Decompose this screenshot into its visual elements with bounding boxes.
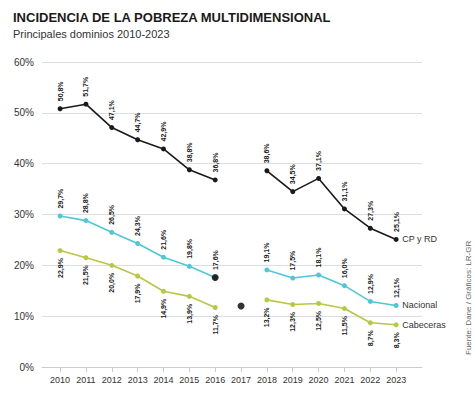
svg-text:26,5%: 26,5% [108, 204, 116, 225]
svg-text:31,1%: 31,1% [341, 181, 349, 202]
svg-text:2018: 2018 [257, 375, 277, 385]
svg-text:21,6%: 21,6% [160, 229, 168, 250]
svg-text:13,2%: 13,2% [263, 307, 271, 328]
svg-text:Nacional: Nacional [402, 300, 437, 310]
svg-text:12,1%: 12,1% [393, 277, 401, 298]
svg-text:20,0%: 20,0% [108, 272, 116, 293]
svg-text:36,8%: 36,8% [212, 152, 220, 173]
svg-text:2014: 2014 [153, 375, 173, 385]
svg-text:2017: 2017 [231, 375, 251, 385]
svg-text:2010: 2010 [50, 375, 70, 385]
svg-text:17,9%: 17,9% [134, 283, 142, 304]
svg-text:8,3%: 8,3% [393, 332, 401, 349]
svg-text:Fuente: Dane / Gráficos: LR-GR: Fuente: Dane / Gráficos: LR-GR [464, 241, 473, 355]
svg-text:27,3%: 27,3% [367, 200, 375, 221]
svg-text:12,9%: 12,9% [367, 273, 375, 294]
svg-text:14,9%: 14,9% [160, 298, 168, 319]
svg-text:50%: 50% [14, 107, 34, 118]
svg-text:2019: 2019 [283, 375, 303, 385]
svg-text:38,6%: 38,6% [263, 143, 271, 164]
svg-text:37,1%: 37,1% [315, 150, 323, 171]
svg-text:47,1%: 47,1% [108, 99, 116, 120]
svg-text:8,7%: 8,7% [367, 330, 375, 347]
svg-text:38,8%: 38,8% [186, 142, 194, 163]
svg-text:CP y RD: CP y RD [402, 234, 437, 244]
svg-text:2015: 2015 [179, 375, 199, 385]
svg-text:24,3%: 24,3% [134, 215, 142, 236]
svg-text:20%: 20% [14, 260, 34, 271]
svg-text:21,5%: 21,5% [82, 264, 90, 285]
svg-text:13,9%: 13,9% [186, 303, 194, 324]
svg-text:44,7%: 44,7% [134, 112, 142, 133]
svg-text:25,1%: 25,1% [393, 211, 401, 232]
svg-text:50,8%: 50,8% [57, 81, 65, 102]
svg-text:51,7%: 51,7% [82, 76, 90, 97]
svg-text:2011: 2011 [76, 375, 95, 385]
svg-text:12,5%: 12,5% [315, 310, 323, 331]
svg-text:2023: 2023 [386, 375, 406, 385]
svg-text:Principales dominios 2010-2023: Principales dominios 2010-2023 [13, 28, 170, 40]
svg-text:30%: 30% [14, 209, 34, 220]
svg-text:2020: 2020 [309, 375, 329, 385]
svg-text:11,7%: 11,7% [212, 314, 220, 334]
svg-text:28,8%: 28,8% [82, 192, 90, 213]
svg-text:40%: 40% [14, 158, 34, 169]
svg-text:INCIDENCIA DE LA POBREZA MULTI: INCIDENCIA DE LA POBREZA MULTIDIMENSIONA… [13, 10, 331, 25]
svg-text:19,1%: 19,1% [263, 242, 271, 263]
svg-text:Cabeceras: Cabeceras [402, 320, 446, 330]
svg-text:12,3%: 12,3% [289, 311, 297, 332]
svg-text:16,0%: 16,0% [341, 258, 349, 279]
svg-text:2022: 2022 [360, 375, 380, 385]
svg-text:60%: 60% [14, 57, 34, 68]
svg-text:10%: 10% [14, 311, 34, 322]
svg-text:2016: 2016 [205, 375, 225, 385]
svg-text:18,1%: 18,1% [315, 247, 323, 268]
svg-text:42,9%: 42,9% [160, 121, 168, 142]
svg-text:29,7%: 29,7% [57, 188, 65, 209]
svg-text:2012: 2012 [102, 375, 122, 385]
svg-text:34,5%: 34,5% [289, 164, 297, 185]
svg-text:0%: 0% [20, 362, 35, 373]
svg-text:2013: 2013 [128, 375, 148, 385]
svg-text:17,5%: 17,5% [289, 250, 297, 271]
svg-text:2021: 2021 [334, 375, 354, 385]
svg-text:11,5%: 11,5% [341, 315, 349, 335]
svg-text:17,6%: 17,6% [212, 249, 220, 270]
svg-text:22,9%: 22,9% [57, 257, 65, 278]
svg-text:19,8%: 19,8% [186, 238, 194, 259]
